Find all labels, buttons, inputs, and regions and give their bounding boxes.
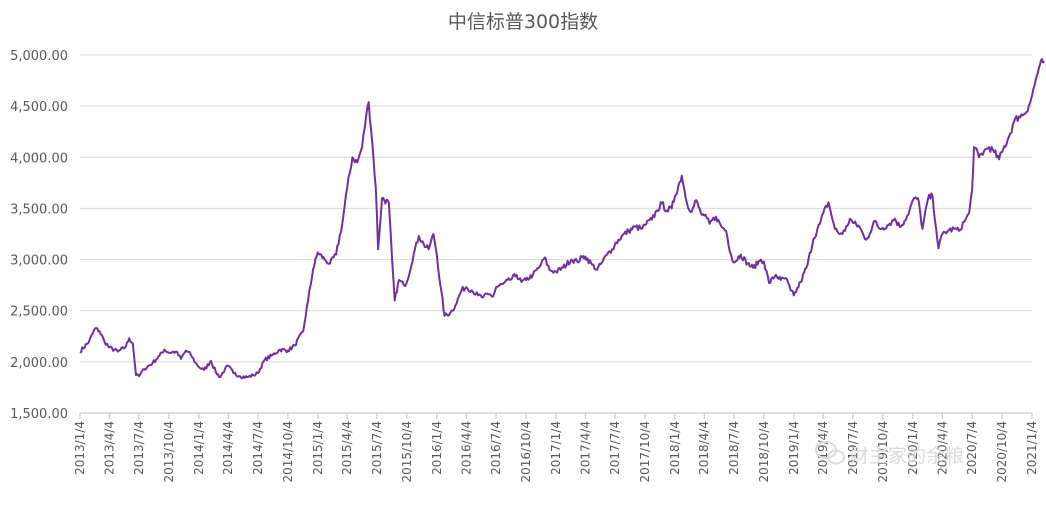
gridlines bbox=[80, 54, 1032, 363]
x-tick-label: 2019/7/4 bbox=[846, 421, 860, 475]
x-tick-label: 2015/4/4 bbox=[340, 421, 354, 475]
y-tick-label: 2,500.00 bbox=[10, 305, 68, 320]
y-axis-tick-labels: 1,500.00 2,000.00 2,500.00 3,000.00 3,500.00… bbox=[10, 49, 68, 422]
x-tick-label: 2019/1/4 bbox=[787, 421, 801, 475]
x-tick-label: 2014/1/4 bbox=[192, 421, 206, 475]
x-tick-label: 2017/10/4 bbox=[638, 421, 652, 483]
watermark-text: 财主家的余粮 bbox=[850, 445, 964, 467]
x-tick-label: 2018/4/4 bbox=[697, 421, 711, 475]
x-tick-label: 2018/1/4 bbox=[668, 421, 682, 475]
y-tick-label: 5,000.00 bbox=[10, 49, 68, 64]
wechat-icon bbox=[815, 441, 845, 465]
x-tick-label: 2016/4/4 bbox=[459, 421, 473, 475]
y-tick-label: 3,500.00 bbox=[10, 202, 68, 217]
x-tick-label: 2014/7/4 bbox=[251, 421, 265, 475]
y-tick-label: 2,000.00 bbox=[10, 356, 68, 371]
x-tick-label: 2015/7/4 bbox=[370, 421, 384, 475]
x-tick-label: 2020/1/4 bbox=[906, 421, 920, 475]
x-tick-label: 2020/7/4 bbox=[965, 421, 979, 475]
x-tick-label: 2017/7/4 bbox=[608, 421, 622, 475]
x-tick-label: 2016/10/4 bbox=[519, 421, 533, 483]
x-tick-label: 2020/4/4 bbox=[935, 421, 949, 475]
x-tick-label: 2013/1/4 bbox=[73, 421, 87, 475]
y-tick-label: 3,000.00 bbox=[10, 254, 68, 269]
x-axis-tick-labels: 2013/1/4 2013/4/4 2013/7/4 2013/10/4 2014/1/… bbox=[73, 421, 1039, 483]
x-tick-label: 2014/4/4 bbox=[221, 421, 235, 475]
x-tick-label: 2017/4/4 bbox=[578, 421, 592, 475]
x-tick-label: 2020/10/4 bbox=[995, 421, 1009, 483]
x-tick-label: 2019/10/4 bbox=[876, 421, 890, 483]
chart-title: 中信标普300指数 bbox=[448, 11, 598, 33]
watermark: 财主家的余粮 bbox=[815, 441, 964, 467]
y-tick-label: 4,500.00 bbox=[10, 100, 68, 115]
x-tick-label: 2013/10/4 bbox=[162, 421, 176, 483]
x-tick-label: 2018/10/4 bbox=[757, 421, 771, 483]
y-tick-label: 4,000.00 bbox=[10, 151, 68, 166]
x-tick-label: 2017/1/4 bbox=[549, 421, 563, 475]
x-tick-label: 2013/4/4 bbox=[102, 421, 116, 475]
x-tick-label: 2014/10/4 bbox=[281, 421, 295, 483]
x-tick-label: 2019/4/4 bbox=[816, 421, 830, 475]
x-tick-label: 2016/7/4 bbox=[489, 421, 503, 475]
x-tick-label: 2013/7/4 bbox=[132, 421, 146, 475]
axes bbox=[79, 412, 1033, 419]
x-tick-label: 2015/10/4 bbox=[400, 421, 414, 483]
y-tick-label: 1,500.00 bbox=[10, 407, 68, 422]
series-line bbox=[79, 58, 1045, 380]
x-tick-label: 2016/1/4 bbox=[430, 421, 444, 475]
x-tick-label: 2015/1/4 bbox=[311, 421, 325, 475]
x-tick-label: 2021/1/4 bbox=[1025, 421, 1039, 475]
x-tick-label: 2018/7/4 bbox=[727, 421, 741, 475]
series-layer bbox=[79, 58, 1045, 380]
